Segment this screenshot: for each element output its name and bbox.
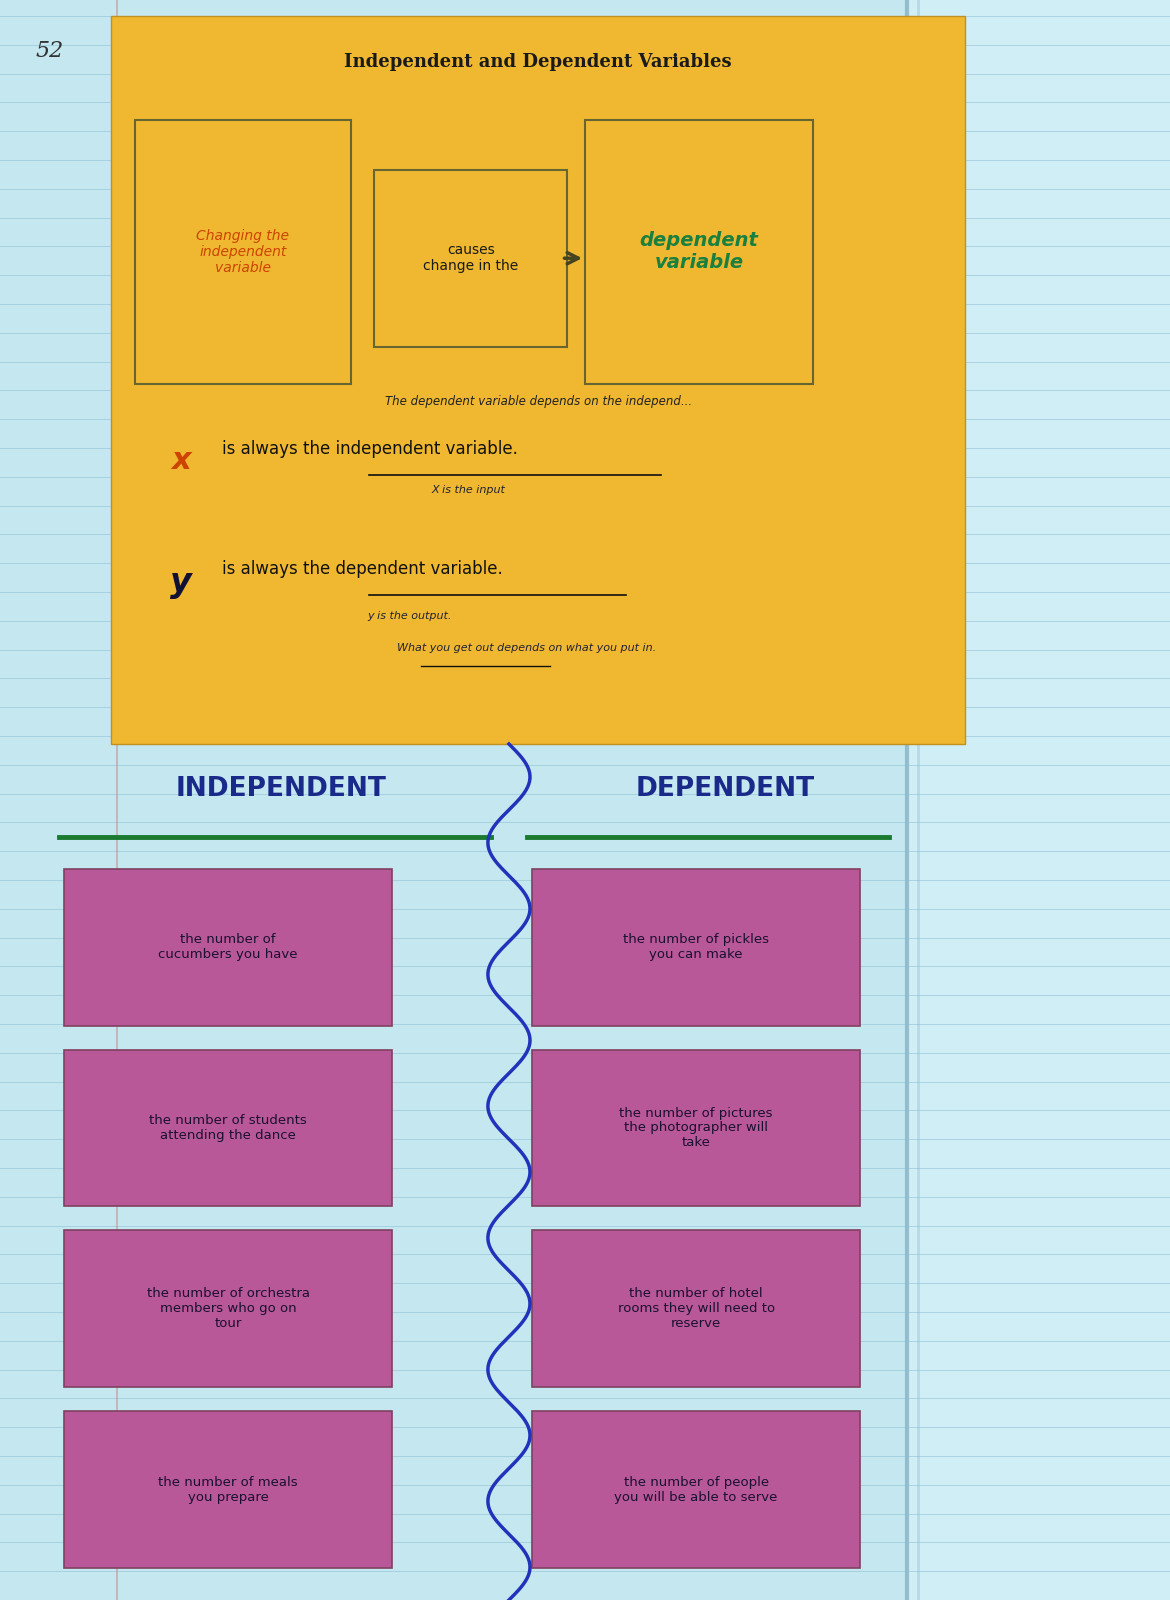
Text: the number of students
attending the dance: the number of students attending the dan… — [150, 1114, 307, 1142]
Text: X is the input: X is the input — [431, 485, 505, 494]
Text: What you get out depends on what you put in.: What you get out depends on what you put… — [397, 643, 656, 653]
Text: The dependent variable depends on the independ...: The dependent variable depends on the in… — [385, 395, 691, 408]
FancyBboxPatch shape — [0, 0, 907, 1600]
Text: DEPENDENT: DEPENDENT — [635, 776, 815, 802]
FancyBboxPatch shape — [374, 170, 567, 347]
Text: y: y — [171, 566, 192, 600]
Text: the number of pickles
you can make: the number of pickles you can make — [624, 933, 769, 962]
FancyBboxPatch shape — [64, 1411, 392, 1568]
Text: 52: 52 — [35, 40, 63, 62]
Text: Changing the
independent
variable: Changing the independent variable — [197, 229, 289, 275]
Text: y is the output.: y is the output. — [367, 611, 452, 621]
Text: the number of pictures
the photographer will
take: the number of pictures the photographer … — [619, 1107, 773, 1149]
FancyBboxPatch shape — [64, 1050, 392, 1206]
Text: is always the independent variable.: is always the independent variable. — [222, 440, 518, 458]
FancyBboxPatch shape — [585, 120, 813, 384]
FancyBboxPatch shape — [532, 869, 860, 1026]
Text: is always the dependent variable.: is always the dependent variable. — [222, 560, 503, 578]
Text: causes
change in the: causes change in the — [424, 243, 518, 274]
FancyBboxPatch shape — [532, 1050, 860, 1206]
Text: the number of orchestra
members who go on
tour: the number of orchestra members who go o… — [146, 1288, 310, 1330]
FancyBboxPatch shape — [64, 1230, 392, 1387]
Text: the number of hotel
rooms they will need to
reserve: the number of hotel rooms they will need… — [618, 1288, 775, 1330]
FancyBboxPatch shape — [111, 16, 965, 744]
Text: the number of
cucumbers you have: the number of cucumbers you have — [158, 933, 298, 962]
Text: INDEPENDENT: INDEPENDENT — [176, 776, 386, 802]
FancyBboxPatch shape — [64, 869, 392, 1026]
Text: the number of people
you will be able to serve: the number of people you will be able to… — [614, 1475, 778, 1504]
FancyBboxPatch shape — [907, 0, 1170, 1600]
Text: x: x — [172, 446, 191, 475]
FancyBboxPatch shape — [135, 120, 351, 384]
Text: the number of meals
you prepare: the number of meals you prepare — [158, 1475, 298, 1504]
Text: dependent
variable: dependent variable — [640, 232, 758, 272]
FancyBboxPatch shape — [532, 1230, 860, 1387]
Text: Independent and Dependent Variables: Independent and Dependent Variables — [344, 53, 732, 70]
FancyBboxPatch shape — [532, 1411, 860, 1568]
